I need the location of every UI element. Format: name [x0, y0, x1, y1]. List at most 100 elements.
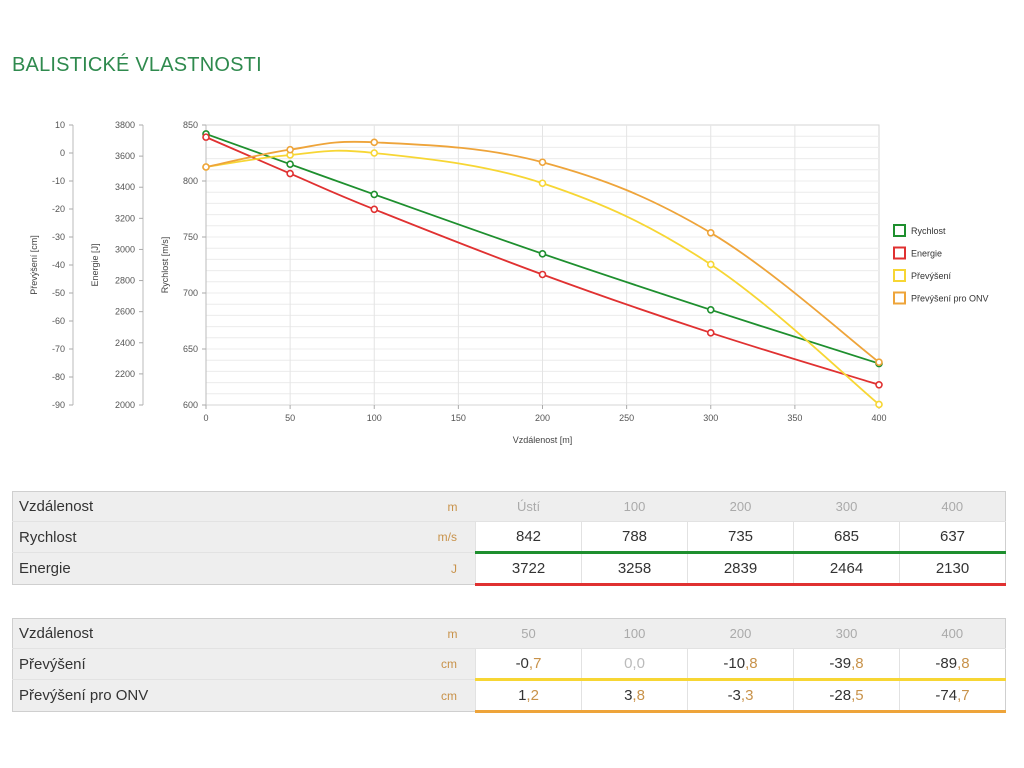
- data-point-energie: [286, 169, 294, 178]
- energie-tick-label: 2000: [115, 400, 135, 410]
- value-integer: -0: [515, 655, 529, 672]
- rychlost-tick-label: 800: [183, 176, 198, 186]
- value-integer: 1: [518, 687, 527, 704]
- value-decimal: ,8: [632, 687, 645, 704]
- data-point-převýšení: [538, 179, 547, 188]
- rychlost-tick-label: 650: [183, 344, 198, 354]
- legend-swatch: [893, 224, 906, 237]
- value-integer: 685: [833, 528, 860, 545]
- x-tick-label: 350: [787, 413, 802, 423]
- legend-swatch: [893, 246, 906, 260]
- legend-label: Rychlost: [911, 226, 946, 236]
- column-header: 300: [793, 618, 900, 649]
- data-point-rychlost: [370, 190, 379, 199]
- value-cell: 3722: [475, 552, 582, 586]
- x-tick-label: 150: [451, 413, 466, 423]
- row-unit: m: [172, 618, 476, 649]
- legend-label: Převýšení: [911, 271, 952, 281]
- data-point-energie: [706, 329, 715, 337]
- column-header: 400: [899, 618, 1006, 649]
- row-unit: cm: [172, 679, 476, 712]
- value-decimal: ,8: [745, 655, 758, 672]
- x-tick-label: 200: [535, 413, 550, 423]
- table-header-row: Vzdálenost m Ústí 100 200 300 400: [12, 491, 1006, 522]
- value-decimal: ,8: [957, 655, 970, 672]
- value-integer: -3: [727, 687, 741, 704]
- value-integer: 637: [939, 528, 966, 545]
- value-integer: 3258: [617, 560, 652, 577]
- row-label: Energie: [12, 552, 173, 585]
- energie-tick-label: 3000: [115, 244, 135, 254]
- prevyseni-tick-label: -80: [52, 372, 65, 382]
- value-cell: 1,2: [475, 679, 582, 713]
- x-tick-label: 50: [285, 413, 295, 423]
- value-decimal: ,2: [526, 687, 539, 704]
- data-point-rychlost: [706, 305, 715, 314]
- row-label: Převýšení: [12, 648, 173, 680]
- data-point-převýšení: [370, 149, 379, 157]
- data-point-energie: [202, 133, 210, 141]
- x-tick-label: 400: [871, 413, 886, 423]
- prevyseni-tick-label: -20: [52, 204, 65, 214]
- energie-tick-label: 3600: [115, 151, 135, 161]
- legend-swatch: [893, 269, 906, 282]
- prevyseni-tick-label: -40: [52, 260, 65, 270]
- value-integer: 0: [624, 655, 633, 672]
- energie-tick-label: 2600: [115, 307, 135, 317]
- column-header: 300: [793, 491, 900, 522]
- table-header-row: Vzdálenost m 50 100 200 300 400: [12, 618, 1006, 649]
- value-integer: -28: [829, 687, 852, 704]
- data-point-převýšení: [875, 400, 883, 409]
- value-cell: -39,8: [793, 648, 900, 681]
- energie-tick-label: 2400: [115, 338, 135, 348]
- value-cell: 2839: [687, 552, 794, 586]
- data-point-převýšení-pro-onv: [875, 358, 883, 366]
- prevyseni-tick-label: -90: [52, 400, 65, 410]
- value-cell: 2464: [793, 552, 900, 586]
- value-cell: -10,8: [687, 648, 794, 681]
- prevyseni-tick-label: -30: [52, 232, 65, 242]
- value-cell: 788: [581, 521, 688, 554]
- x-axis-title: Vzdálenost [m]: [513, 435, 573, 445]
- value-integer: 3: [624, 687, 633, 704]
- value-integer: -74: [935, 687, 958, 704]
- row-label: Převýšení pro ONV: [12, 679, 173, 712]
- value-cell: 2130: [899, 552, 1006, 586]
- legend-label: Převýšení pro ONV: [911, 294, 989, 304]
- value-cell: 3,8: [581, 679, 688, 713]
- x-tick-label: 100: [367, 413, 382, 423]
- row-unit: J: [172, 552, 476, 585]
- value-integer: 2464: [829, 560, 864, 577]
- data-point-převýšení-pro-onv: [370, 138, 379, 147]
- drop-table: Vzdálenost m 50 100 200 300 400 Převýšení cm -0 ,7…: [12, 618, 1006, 713]
- prevyseni-tick-label: -50: [52, 288, 65, 298]
- value-decimal: ,7: [957, 687, 970, 704]
- row-label: Vzdálenost: [12, 618, 173, 649]
- value-cell: 0,0: [581, 648, 688, 681]
- column-header: 100: [581, 618, 688, 649]
- data-point-převýšení-pro-onv: [202, 163, 210, 171]
- value-decimal: ,5: [851, 687, 864, 704]
- prevyseni-tick-label: -70: [52, 344, 65, 354]
- x-tick-label: 250: [619, 413, 634, 423]
- data-point-převýšení-pro-onv: [706, 229, 715, 237]
- column-header: Ústí: [475, 491, 582, 522]
- row-unit: m: [172, 491, 476, 522]
- page-title: BALISTICKÉ VLASTNOSTI: [12, 54, 262, 76]
- energie-tick-label: 3800: [115, 120, 135, 130]
- data-point-převýšení-pro-onv: [286, 145, 294, 154]
- value-cell: -89,8: [899, 648, 1006, 681]
- prevyseni-tick-label: -10: [52, 176, 65, 186]
- prevyseni-axis-title: Převýšení [cm]: [29, 235, 39, 295]
- row-label: Rychlost: [12, 521, 173, 553]
- data-point-rychlost: [286, 160, 294, 168]
- value-decimal: ,8: [851, 655, 864, 672]
- value-integer: 788: [621, 528, 648, 545]
- prevyseni-tick-label: 10: [55, 120, 65, 130]
- value-decimal: ,0: [632, 655, 645, 672]
- legend-swatch: [893, 291, 906, 305]
- row-unit: m/s: [172, 521, 476, 553]
- value-cell: -74,7: [899, 679, 1006, 713]
- prevyseni-tick-label: 0: [60, 148, 65, 158]
